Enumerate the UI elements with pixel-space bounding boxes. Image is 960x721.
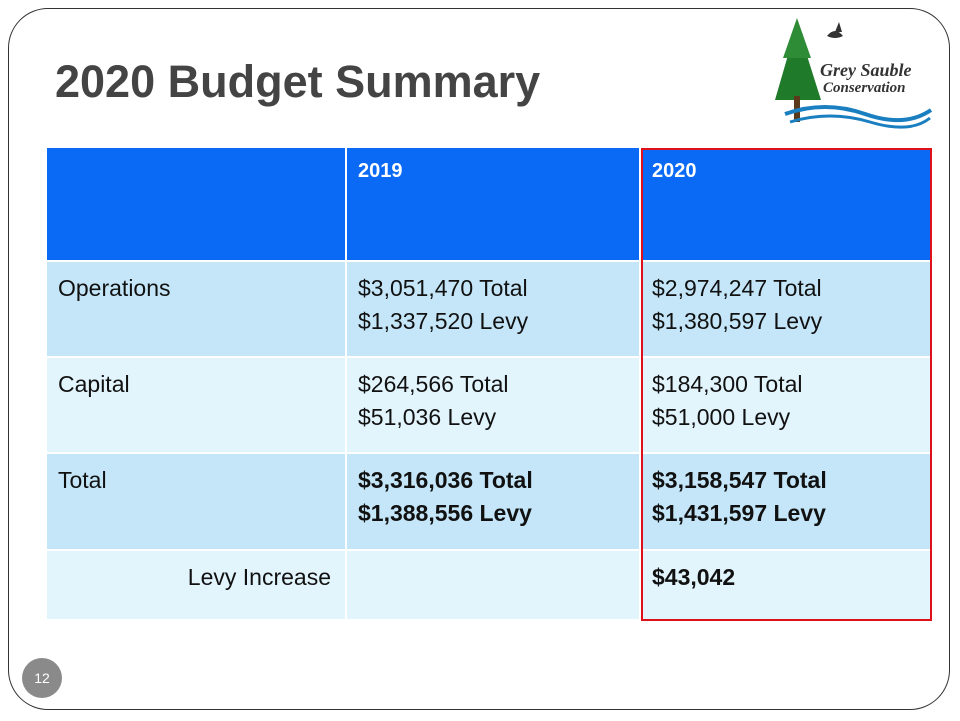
value-line: $51,036 Levy [358,404,497,430]
value-cell: $2,974,247 Total $1,380,597 Levy [641,262,932,358]
value-cell: $264,566 Total $51,036 Levy [347,358,641,454]
value-line: $184,300 Total [652,371,803,397]
header-cell: 2019 [347,148,641,262]
logo-text: Conservation [823,80,906,96]
value-line: $264,566 Total [358,371,509,397]
value-line: $1,337,520 Levy [358,308,529,334]
row-label: Capital [47,358,347,454]
value-cell: $184,300 Total $51,000 Levy [641,358,932,454]
value-line: $1,388,556 Levy [358,500,532,526]
value-line: $51,000 Levy [652,404,791,430]
logo-text: Grey Sauble [820,60,912,80]
row-label: Total [47,454,347,551]
value-cell: $3,158,547 Total $1,431,597 Levy [641,454,932,551]
value-cell: $43,042 [641,551,932,621]
row-label: Operations [47,262,347,358]
value-line: $3,158,547 Total [652,467,827,493]
header-cell [47,148,347,262]
page-number: 12 [22,658,62,698]
slide-title: 2020 Budget Summary [55,56,541,107]
value-line: $1,431,597 Levy [652,500,826,526]
value-line: $3,316,036 Total [358,467,533,493]
value-line: $2,974,247 Total [652,275,822,301]
value-line: $43,042 [652,564,736,590]
value-cell: $3,316,036 Total $1,388,556 Levy [347,454,641,551]
header-cell: 2020 [641,148,932,262]
value-cell [347,551,641,621]
slide-frame [8,8,950,710]
row-label: Levy Increase [47,551,347,621]
logo-graphic [775,18,933,129]
value-line: $1,380,597 Levy [652,308,823,334]
value-cell: $3,051,470 Total $1,337,520 Levy [347,262,641,358]
value-line: $3,051,470 Total [358,275,528,301]
